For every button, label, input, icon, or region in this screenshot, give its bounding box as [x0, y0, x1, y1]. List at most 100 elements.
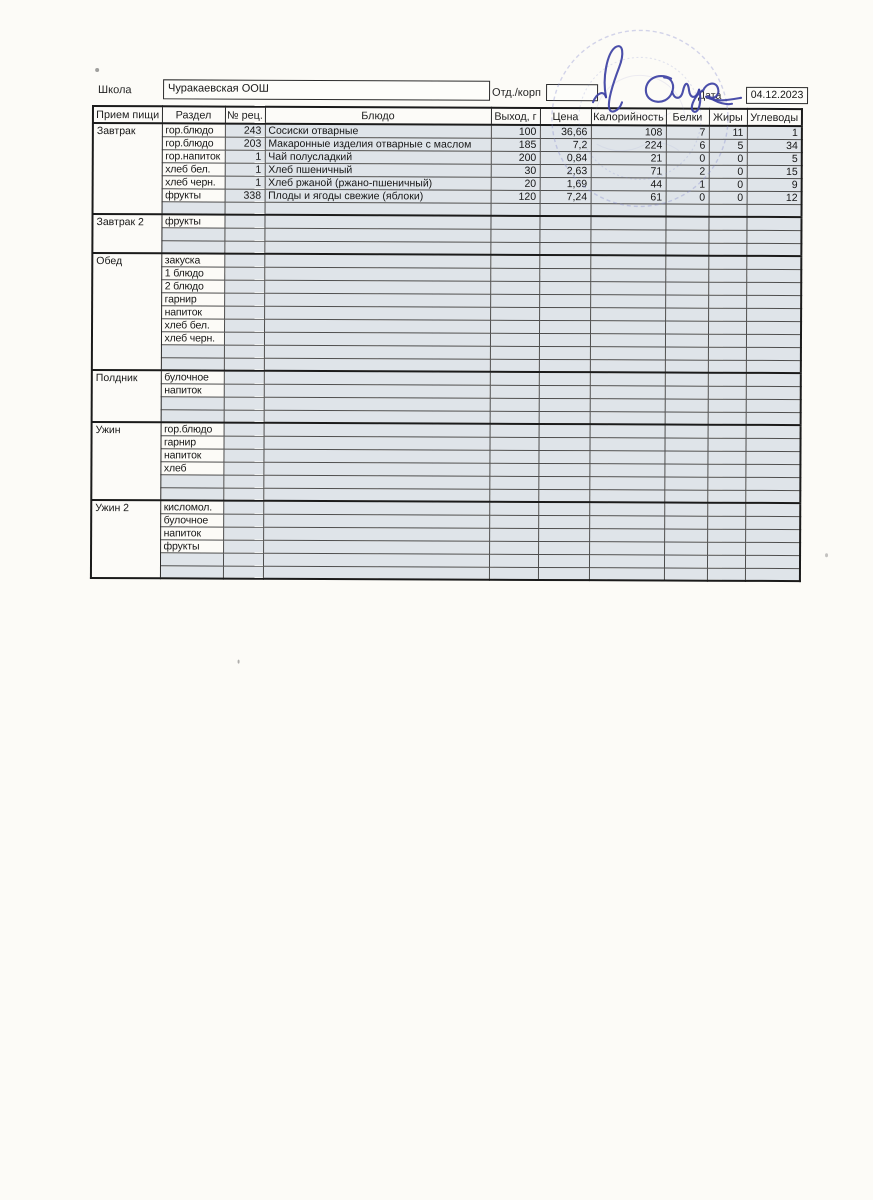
cell-razdel: фрукты — [160, 540, 224, 554]
meal-section: Обед закуска 1 блюдо 2 блюдо гарнир напиток хл… — [91, 253, 802, 374]
cell-razdel: гарнир — [161, 293, 225, 307]
cell-fat — [707, 412, 746, 426]
col-header-carbs: Углеводы — [746, 108, 802, 127]
cell-dish — [263, 423, 490, 438]
cell-dish — [264, 319, 491, 334]
cell-rec — [223, 449, 264, 463]
cell-out: 120 — [490, 190, 540, 204]
cell-protein — [664, 477, 708, 491]
cell-razdel: напиток — [160, 449, 224, 463]
cell-kcal — [589, 515, 665, 530]
cell-price — [539, 216, 591, 230]
cell-dish — [263, 501, 490, 516]
cell-kcal: 61 — [590, 190, 666, 205]
cell-carbs: 9 — [746, 178, 802, 192]
cell-carbs — [746, 308, 802, 322]
cell-rec: 1 — [224, 176, 265, 190]
col-header-meal: Прием пищи — [92, 106, 162, 124]
cell-dish: Чай полусладкий — [264, 150, 491, 165]
cell-protein — [664, 412, 708, 425]
cell-dish — [263, 358, 490, 372]
cell-dish — [263, 410, 490, 424]
cell-out — [489, 346, 539, 360]
cell-rec — [224, 241, 265, 255]
cell-fat — [708, 204, 747, 218]
meal-section: Полдник булочное напиток — [91, 370, 801, 426]
cell-protein: 1 — [665, 178, 709, 192]
cell-protein — [664, 516, 708, 530]
cell-razdel — [160, 357, 224, 371]
cell-kcal: 224 — [590, 138, 666, 153]
cell-kcal — [589, 372, 665, 387]
cell-fat — [707, 477, 746, 491]
cell-fat — [708, 230, 747, 244]
cell-fat — [706, 555, 746, 569]
cell-fat — [707, 490, 746, 504]
meal-section: Ужин 2 кисломол. булочное напиток фрукты — [90, 500, 801, 582]
cell-protein: 7 — [665, 125, 709, 140]
cell-protein — [665, 230, 709, 244]
cell-fat — [707, 360, 746, 374]
cell-razdel — [159, 553, 224, 567]
cell-carbs — [746, 256, 802, 270]
cell-razdel — [160, 397, 224, 411]
cell-kcal — [588, 567, 664, 581]
cell-razdel — [161, 240, 225, 254]
date-label: Дата — [698, 89, 722, 102]
cell-razdel — [160, 409, 224, 423]
cell-out — [490, 294, 540, 308]
cell-price — [539, 268, 591, 282]
cell-dish: Хлеб ржаной (ржано-пшеничный) — [264, 176, 491, 191]
cell-fat — [708, 255, 747, 270]
cell-rec: 1 — [224, 163, 265, 177]
cell-out: 20 — [490, 177, 540, 191]
cell-fat — [707, 451, 746, 465]
cell-carbs — [745, 373, 801, 387]
cell-kcal — [589, 502, 665, 517]
cell-carbs — [745, 490, 801, 504]
cell-fat — [708, 243, 747, 257]
cell-razdel: напиток — [160, 527, 224, 541]
scan-speck — [95, 68, 100, 73]
cell-razdel: напиток — [161, 306, 225, 320]
cell-razdel: хлеб бел. — [161, 162, 225, 177]
cell-protein — [664, 438, 708, 452]
cell-price — [538, 463, 590, 477]
cell-razdel — [159, 565, 223, 579]
cell-rec — [224, 293, 265, 307]
cell-price — [538, 372, 590, 386]
cell-razdel — [161, 228, 225, 242]
cell-out — [490, 320, 540, 334]
cell-carbs — [746, 321, 802, 335]
cell-fat — [707, 334, 747, 348]
dept-label: Отд./корп — [492, 86, 541, 99]
cell-out — [489, 515, 539, 529]
cell-out — [490, 203, 540, 217]
cell-kcal — [589, 528, 665, 543]
cell-carbs — [746, 243, 802, 257]
cell-out: 200 — [490, 151, 540, 165]
meal-section: Завтрак 2 фрукты — [92, 214, 802, 257]
cell-protein — [664, 490, 708, 503]
cell-razdel: гор.блюдо — [160, 422, 224, 437]
cell-protein — [665, 308, 709, 322]
cell-fat: 0 — [708, 152, 747, 166]
cell-protein — [664, 529, 708, 543]
cell-fat — [707, 502, 746, 517]
meal-name: Ужин — [91, 422, 161, 501]
school-value: Чуракаевская ООШ — [168, 82, 269, 95]
cell-fat — [707, 424, 746, 439]
scan-speck — [825, 553, 829, 558]
cell-price — [539, 229, 591, 243]
col-header-protein: Белки — [665, 108, 709, 126]
cell-rec — [223, 488, 264, 502]
cell-rec — [224, 253, 265, 268]
cell-carbs — [745, 386, 801, 400]
cell-rec — [223, 540, 264, 554]
cell-price — [539, 281, 591, 295]
cell-protein — [665, 269, 709, 283]
cell-carbs — [745, 412, 801, 426]
cell-fat: 0 — [708, 178, 747, 192]
cell-protein: 6 — [665, 139, 709, 153]
cell-out — [488, 567, 538, 581]
